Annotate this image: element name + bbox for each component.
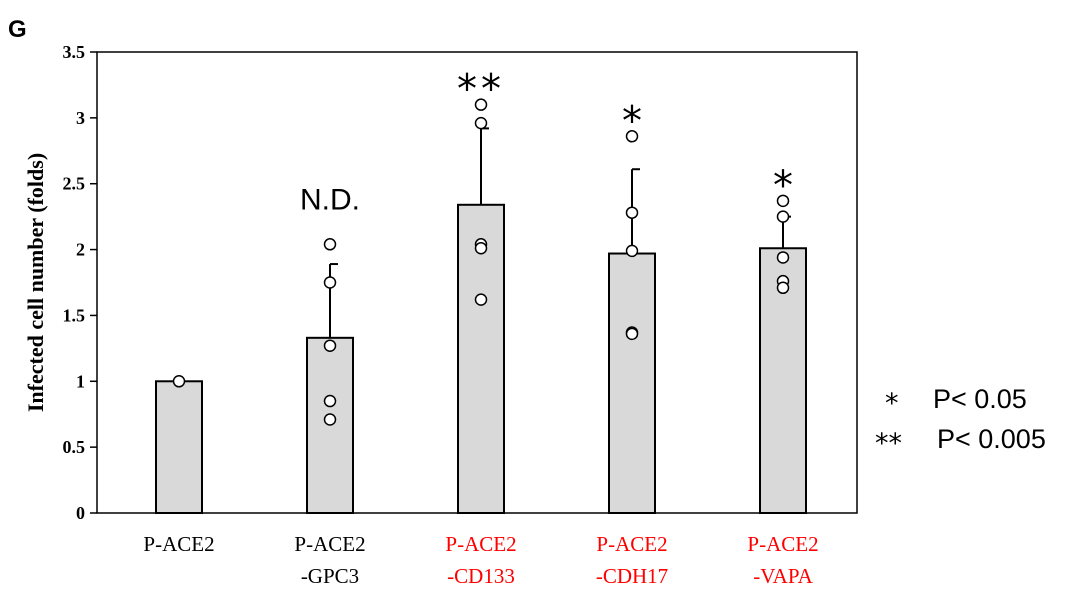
- data-point: [625, 130, 639, 143]
- x-tick-label: -VAPA: [753, 564, 813, 588]
- legend: * P< 0.05 ** P< 0.005: [875, 384, 1046, 459]
- x-tick-label: -GPC3: [301, 564, 359, 588]
- legend-text-1: P< 0.05: [933, 384, 1027, 414]
- legend-text-2: P< 0.005: [937, 424, 1046, 454]
- x-tick-label: P-ACE2: [294, 532, 365, 556]
- data-point: [474, 116, 488, 130]
- x-tick-label: -CD133: [447, 564, 515, 588]
- y-tick-label: 2.5: [63, 174, 86, 194]
- y-tick-label: 1: [76, 371, 85, 391]
- data-point: [625, 244, 639, 258]
- data-point: [776, 194, 790, 208]
- plot-area: 0 0.5 1 1.5 2 2.5 3 3.5 Infected cell number (fo…: [23, 42, 858, 588]
- data-point: [323, 339, 337, 352]
- x-tick-label: P-ACE2: [143, 532, 214, 556]
- y-tick-label: 1.5: [63, 305, 86, 325]
- data-point: [776, 210, 790, 223]
- bar: [155, 380, 203, 514]
- x-tick-label: -CDH17: [596, 564, 668, 588]
- data-point: [323, 413, 337, 426]
- y-tick-label: 0.5: [63, 437, 86, 457]
- x-tick-label: P-ACE2: [747, 532, 818, 556]
- significance-label: *: [773, 163, 793, 209]
- y-axis-label: Infected cell number (folds): [23, 153, 48, 412]
- y-tick-label: 0: [76, 503, 85, 523]
- data-point: [625, 206, 639, 219]
- significance-label: **: [457, 67, 505, 113]
- data-point: [625, 327, 639, 341]
- y-tick-label: 3.5: [63, 42, 86, 62]
- bar: [608, 252, 656, 514]
- data-point: [776, 281, 790, 295]
- data-point: [323, 238, 337, 251]
- panel-label: G: [8, 16, 27, 43]
- y-tick-label: 2: [76, 240, 85, 260]
- data-point: [474, 98, 488, 111]
- y-tick-label: 3: [76, 108, 85, 128]
- x-tick-label: P-ACE2: [445, 532, 516, 556]
- data-point: [776, 251, 790, 264]
- data-point: [474, 242, 488, 255]
- bar: [457, 203, 505, 514]
- legend-symbol-2: **: [875, 428, 902, 459]
- significance-label: N.D.: [300, 183, 360, 216]
- data-point: [323, 394, 337, 408]
- data-point: [474, 293, 488, 306]
- x-tick-label: P-ACE2: [596, 532, 667, 556]
- legend-symbol-1: *: [885, 388, 899, 419]
- data-point: [323, 276, 337, 289]
- data-point: [172, 375, 186, 388]
- significance-label: *: [622, 98, 642, 144]
